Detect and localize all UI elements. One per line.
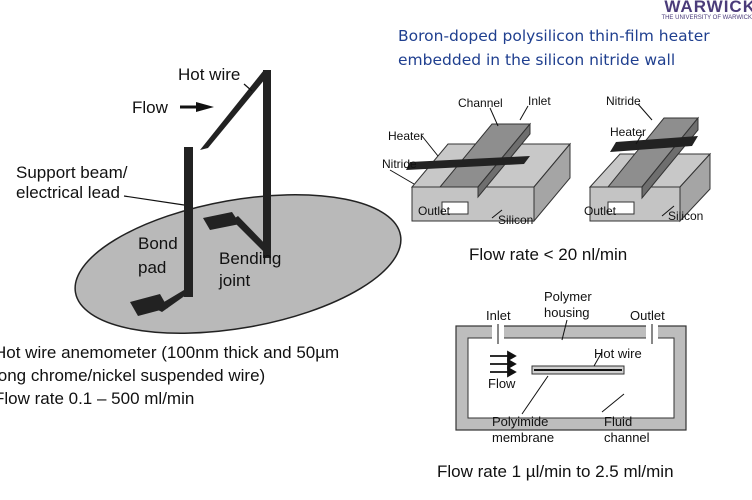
- label-polyimide: Polyimide: [492, 414, 548, 429]
- label-channel-small: channel: [604, 430, 650, 445]
- logo-subtitle: THE UNIVERSITY OF WARWICK: [661, 15, 752, 21]
- label-silicon-right: Silicon: [668, 209, 703, 223]
- hot-wire-caption: Hot wire anemometer (100nm thick and 50µ…: [0, 341, 339, 410]
- right-block-side: [679, 152, 711, 223]
- right-outlet: [607, 201, 635, 215]
- heater-flow-rate-caption: Flow rate < 20 nl/min: [469, 245, 628, 264]
- label-channel: Channel: [458, 96, 503, 110]
- label-hot-wire-small: Hot wire: [594, 346, 642, 361]
- logo-wordmark: WARWICK: [664, 0, 752, 16]
- label-heater-right: Heater: [610, 125, 646, 139]
- label-polymer: Polymer: [544, 289, 592, 304]
- label-outlet-left: Outlet: [418, 204, 451, 218]
- label-silicon-left: Silicon: [498, 213, 533, 227]
- left-bond-pad: [130, 294, 168, 316]
- label-inlet: Inlet: [486, 308, 511, 323]
- label-hot-wire: Hot wire: [178, 65, 240, 84]
- left-support-post: [184, 147, 193, 297]
- left-outlet: [441, 201, 469, 215]
- label-heater-left: Heater: [388, 129, 424, 143]
- label-housing: housing: [544, 305, 590, 320]
- right-bond-pad: [203, 212, 240, 230]
- hot-wire-caption-line3: Flow rate 0.1 – 500 ml/min: [0, 389, 195, 408]
- hot-wire-caption-line2: long chrome/nickel suspended wire): [0, 366, 266, 385]
- label-electrical-lead: electrical lead: [16, 183, 120, 202]
- hot-wire-anemometer-figure: Hot wire Flow Support beam/ electrical l…: [16, 65, 402, 334]
- flow-arrow-icon: [196, 102, 214, 112]
- left-block-side: [533, 142, 571, 223]
- label-outlet: Outlet: [630, 308, 665, 323]
- polyimide-membrane-figure: Polymer housing Inlet Outlet Hot wire Fl…: [455, 289, 687, 445]
- label-inlet-left: Inlet: [528, 94, 551, 108]
- right-lead-foot: [232, 216, 271, 254]
- right-support-post: [263, 70, 271, 258]
- label-flow: Flow: [132, 98, 169, 117]
- label-pad: pad: [138, 258, 166, 277]
- label-outlet-right: Outlet: [584, 204, 617, 218]
- label-fluid: Fluid: [604, 414, 632, 429]
- heater-channel-figure: Channel Inlet Heater Nitride Outlet Sili…: [382, 94, 712, 227]
- label-bending: Bending: [219, 249, 281, 268]
- left-heater-strip: [406, 156, 530, 170]
- label-joint: joint: [218, 271, 250, 290]
- label-nitride-right: Nitride: [606, 94, 641, 108]
- label-flow-small: Flow: [488, 376, 516, 391]
- polyimide-flow-rate-caption: Flow rate 1 µl/min to 2.5 ml/min: [437, 462, 674, 481]
- hot-wire-pointer: [243, 83, 253, 92]
- hot-wire-caption-line1: Hot wire anemometer (100nm thick and 50µ…: [0, 343, 340, 362]
- hot-wire-shape: [200, 70, 270, 150]
- label-bond: Bond: [138, 234, 178, 253]
- label-support-beam: Support beam/: [16, 163, 128, 182]
- warwick-logo: WARWICK THE UNIVERSITY OF WARWICK: [656, 0, 752, 26]
- flow-arrows-icon: [490, 350, 517, 378]
- fluid-channel: [467, 337, 675, 419]
- right-heater-strip: [610, 136, 698, 152]
- sensor-description: Boron-doped polysilicon thin-film heater…: [398, 27, 710, 69]
- label-nitride-left: Nitride: [382, 157, 417, 171]
- label-membrane: membrane: [492, 430, 554, 445]
- support-beam-pointer: [123, 195, 185, 206]
